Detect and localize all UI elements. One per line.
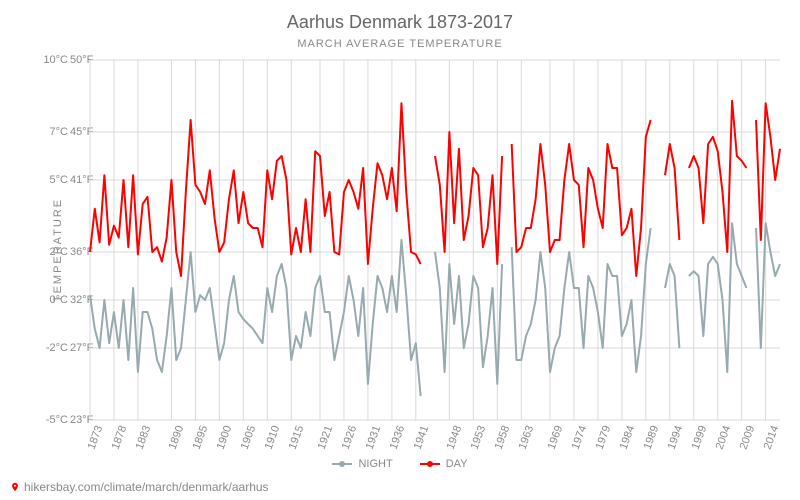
series-line-day — [665, 144, 679, 240]
legend-swatch-day — [420, 463, 440, 465]
y-tick-celsius: 5°C — [40, 174, 68, 186]
chart-svg — [90, 60, 780, 420]
y-tick-fahrenheit: 32°F — [70, 294, 92, 306]
y-tick-fahrenheit: 50°F — [70, 54, 92, 66]
series-line-day — [90, 103, 421, 276]
chart-subtitle: MARCH AVERAGE TEMPERATURE — [0, 38, 800, 50]
map-pin-icon — [10, 482, 20, 492]
series-line-night — [435, 252, 502, 384]
legend-label-day: DAY — [446, 458, 468, 470]
y-tick-fahrenheit: 36°F — [70, 246, 92, 258]
chart-title: Aarhus Denmark 1873-2017 — [0, 12, 800, 33]
plot-area — [90, 60, 780, 420]
series-line-night — [756, 223, 780, 348]
y-tick-celsius: 7°C — [40, 126, 68, 138]
footer-text: hikersbay.com/climate/march/denmark/aarh… — [24, 480, 269, 494]
legend-dot-icon — [339, 461, 345, 467]
series-line-night — [665, 264, 679, 348]
legend-item-night: NIGHT — [332, 458, 392, 470]
y-tick-fahrenheit: 41°F — [70, 174, 92, 186]
y-tick-fahrenheit: 23°F — [70, 414, 92, 426]
series-line-night — [90, 240, 421, 396]
legend-swatch-night — [332, 463, 352, 465]
legend-label-night: NIGHT — [358, 458, 392, 470]
legend-item-day: DAY — [420, 458, 468, 470]
y-tick-celsius: -5°C — [40, 414, 68, 426]
y-tick-celsius: -2°C — [40, 342, 68, 354]
y-tick-celsius: 2°C — [40, 246, 68, 258]
y-tick-fahrenheit: 45°F — [70, 126, 92, 138]
y-tick-fahrenheit: 27°F — [70, 342, 92, 354]
y-tick-celsius: 0°C — [40, 294, 68, 306]
y-tick-celsius: 10°C — [40, 54, 68, 66]
series-line-day — [512, 120, 651, 276]
legend-dot-icon — [427, 461, 433, 467]
legend: NIGHT DAY — [0, 456, 800, 470]
footer: hikersbay.com/climate/march/denmark/aarh… — [10, 480, 269, 494]
series-line-day — [435, 132, 502, 264]
series-line-day — [756, 103, 780, 240]
chart-container: Aarhus Denmark 1873-2017 MARCH AVERAGE T… — [0, 0, 800, 500]
